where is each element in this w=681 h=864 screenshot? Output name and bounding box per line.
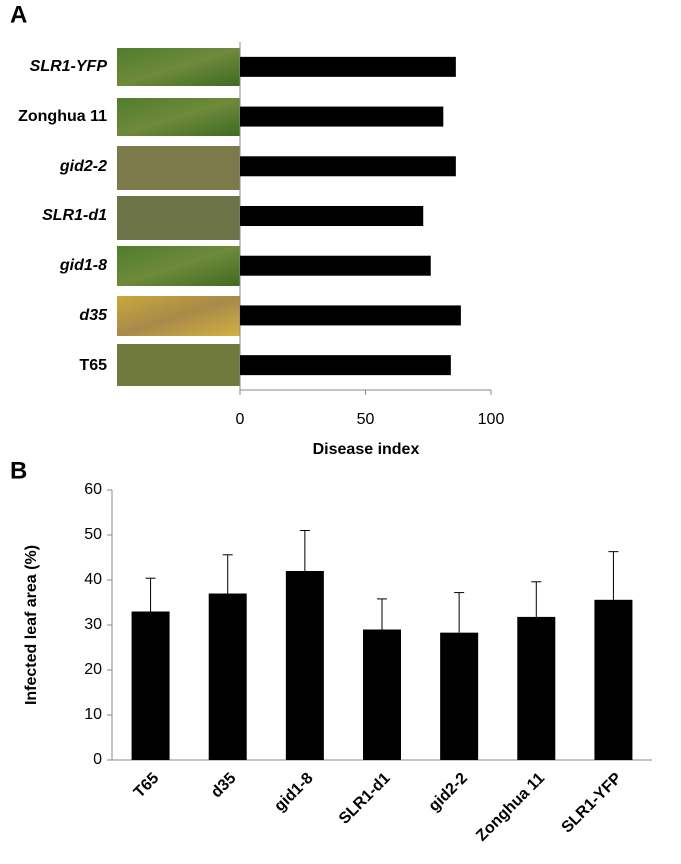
y-tick-label: 0 [93, 751, 102, 768]
y-tick-label: d35 [79, 307, 108, 324]
leaf-image [117, 146, 240, 190]
x-tick-label: SLR1-d1 [336, 770, 394, 828]
leaf-image [117, 344, 240, 386]
y-tick-label: 50 [84, 526, 102, 543]
bar [240, 305, 461, 326]
y-tick-label: 40 [84, 571, 102, 588]
y-tick-label: 60 [84, 481, 102, 498]
bar [240, 206, 424, 226]
bar [240, 156, 456, 177]
bar [208, 593, 247, 760]
bar [440, 632, 479, 760]
leaf-image [117, 196, 240, 240]
panel-label: B [10, 457, 27, 484]
leaf-image [117, 48, 240, 86]
bar [240, 355, 451, 376]
bar [594, 599, 633, 760]
y-tick-label: 10 [84, 706, 102, 723]
leaf-image [117, 98, 240, 136]
y-tick-label: 30 [84, 616, 102, 633]
y-tick-label: 20 [84, 661, 102, 678]
bar [363, 629, 401, 760]
x-tick-label: 100 [478, 411, 505, 428]
x-tick-label: T65 [131, 770, 163, 802]
y-axis-title: Infected leaf area (%) [23, 545, 40, 705]
y-tick-label: SLR1-YFP [30, 58, 108, 75]
bar [517, 616, 556, 760]
x-tick-label: SLR1-YFP [559, 770, 626, 837]
y-tick-label: gid2-2 [59, 158, 107, 175]
bar [240, 255, 431, 276]
bar [131, 611, 170, 760]
bar [240, 106, 444, 127]
leaf-image [117, 246, 240, 286]
x-tick-label: 0 [236, 411, 245, 428]
y-tick-label: T65 [79, 357, 107, 374]
bar [240, 56, 456, 77]
x-axis-title: Disease index [313, 441, 420, 458]
leaf-images [117, 48, 240, 386]
x-tick-label: gid2-2 [426, 770, 471, 815]
x-tick-label: 50 [357, 411, 375, 428]
x-tick-label: Zonghua 11 [473, 770, 548, 845]
x-tick-label: d35 [208, 770, 240, 802]
y-tick-label: gid1-8 [59, 257, 107, 274]
x-tick-label: gid1-8 [271, 770, 316, 815]
leaf-image [117, 296, 240, 336]
bar [285, 571, 324, 760]
y-tick-label: SLR1-d1 [42, 207, 107, 224]
panel-label: A [10, 1, 27, 28]
y-tick-label: Zonghua 11 [18, 108, 107, 125]
